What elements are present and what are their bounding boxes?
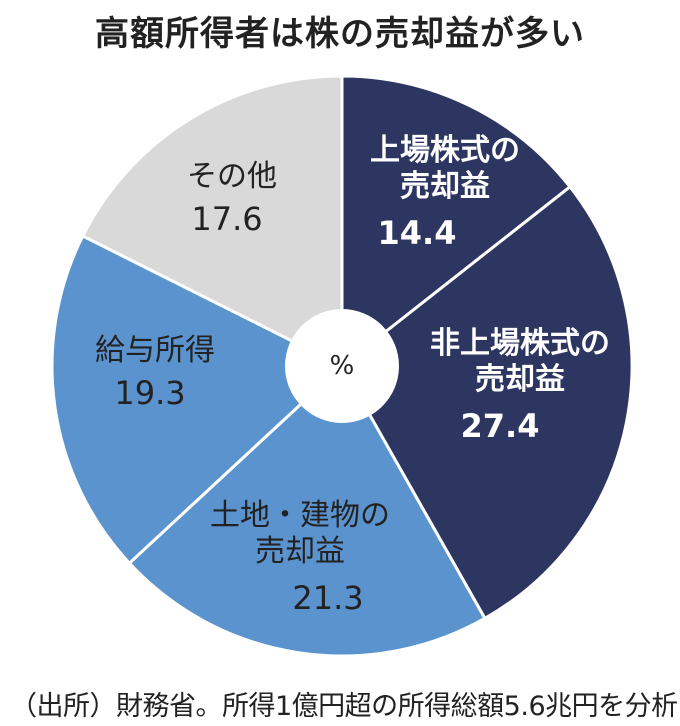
pie-slice <box>340 74 573 370</box>
pie-chart: 上場株式の売却益14.4非上場株式の売却益27.4土地・建物の売却益21.3給与… <box>50 74 634 658</box>
slice-label: 非上場株式の <box>430 326 610 361</box>
slice-value-label: 19.3 <box>114 374 185 412</box>
pie-labels: 上場株式の売却益14.4非上場株式の売却益27.4土地・建物の売却益21.3給与… <box>95 133 610 617</box>
slice-value-label: 17.6 <box>191 200 262 238</box>
slice-label: その他 <box>187 159 277 194</box>
slice-label: 売却益 <box>475 362 565 397</box>
slice-value-label: 21.3 <box>292 579 363 617</box>
slice-value-label: 14.4 <box>378 214 457 252</box>
slice-label: 上場株式の <box>370 133 520 168</box>
slice-label: 土地・建物の <box>210 498 390 533</box>
chart-title: 高額所得者は株の売却益が多い <box>95 14 585 54</box>
pie-slice <box>127 363 487 658</box>
pie-slice <box>80 74 344 369</box>
center-unit-label: % <box>330 351 355 381</box>
pie-slice <box>340 184 634 621</box>
slice-label: 売却益 <box>255 534 345 569</box>
slice-value-label: 27.4 <box>461 407 540 445</box>
pie-slices <box>50 74 634 658</box>
slice-label: 売却益 <box>400 169 490 204</box>
slice-label: 給与所得 <box>95 333 215 368</box>
pie-slice <box>50 233 345 566</box>
source-note: （出所）財務省。所得1億円超の所得総額5.6兆円を分析 <box>10 691 678 722</box>
center-hole <box>285 309 399 423</box>
